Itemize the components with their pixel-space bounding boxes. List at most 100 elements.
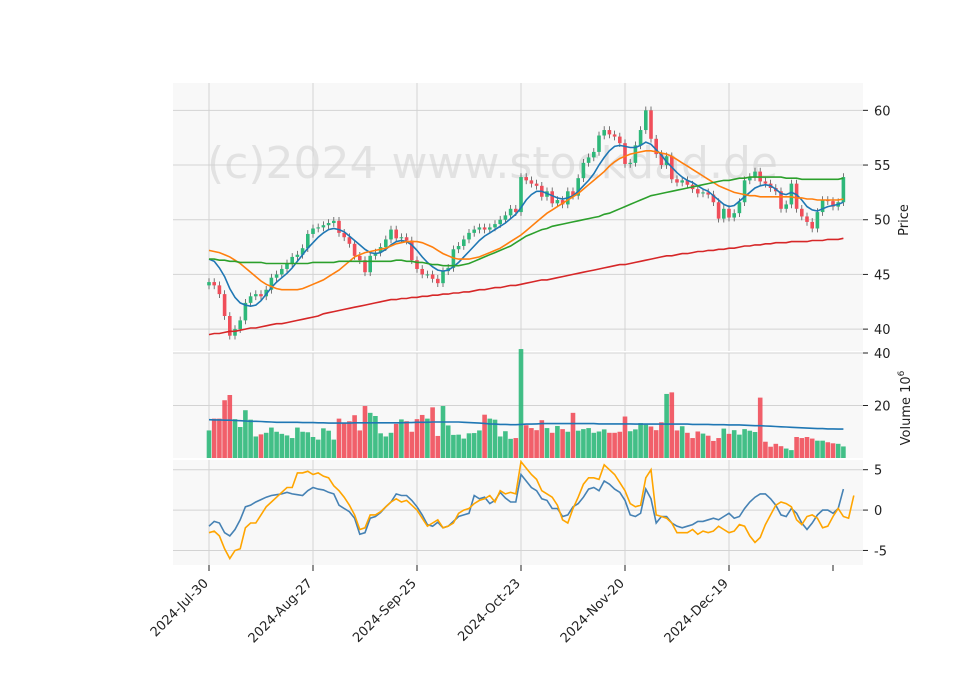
candle-body <box>841 177 846 203</box>
volume-bar <box>497 436 503 458</box>
candle-body <box>456 245 461 250</box>
volume-bar <box>253 436 259 458</box>
oscillator-y-tick-label: 0 <box>874 504 882 519</box>
candle-body <box>550 191 554 204</box>
volume-bar <box>539 420 545 458</box>
candle-body <box>618 136 622 144</box>
volume-bar <box>284 435 290 458</box>
volume-bar <box>482 414 487 458</box>
volume-bar <box>243 410 248 458</box>
volume-bar <box>435 435 441 458</box>
volume-bar <box>825 442 831 458</box>
candle-body <box>592 151 596 158</box>
candle-body <box>685 180 690 185</box>
volume-bar <box>352 415 357 458</box>
volume-bar <box>232 419 238 458</box>
volume-bar <box>804 437 810 458</box>
candle-body <box>389 229 393 240</box>
candle-body <box>326 223 331 226</box>
volume-bar <box>269 427 274 458</box>
volume-bar <box>721 428 727 458</box>
x-tick-label: 2024-Nov-20 <box>558 576 628 646</box>
candle-body <box>612 134 617 137</box>
candle-body <box>207 282 211 286</box>
candle-body <box>815 212 820 229</box>
candle-body <box>607 130 612 135</box>
volume-bar <box>222 400 227 458</box>
candle-body <box>358 255 362 261</box>
candle-body <box>274 274 279 278</box>
candle-body <box>732 213 736 218</box>
volume-bar <box>653 430 659 458</box>
volume-axis-title: Volume 106 <box>897 370 914 445</box>
volume-bar <box>601 429 607 458</box>
volume-bar <box>513 438 519 458</box>
price-y-tick-label: 55 <box>874 159 891 174</box>
volume-y-tick-label: 40 <box>874 347 891 362</box>
candle-body <box>649 110 653 139</box>
volume-bar <box>466 433 472 458</box>
volume-bar <box>737 434 742 458</box>
volume-bar <box>310 437 316 458</box>
volume-bar <box>638 423 643 458</box>
volume-bar <box>612 432 617 458</box>
candle-body <box>420 268 424 275</box>
oscillator-line-signal <box>208 459 855 561</box>
volume-bar <box>378 433 383 458</box>
candle-body <box>706 192 710 195</box>
candle-body <box>337 220 341 233</box>
oscillator-y-tick-label: 5 <box>874 464 882 479</box>
volume-bar <box>664 393 669 458</box>
volume-bar <box>560 429 565 458</box>
volume-bar <box>409 431 415 458</box>
volume-bar <box>362 406 368 458</box>
candle-body <box>290 256 294 264</box>
volume-bar <box>217 418 222 458</box>
candle-body <box>280 268 284 275</box>
volume-bar <box>643 424 649 458</box>
candle-body <box>399 237 404 239</box>
volume-bar <box>757 397 763 458</box>
volume-bar <box>596 431 602 458</box>
candle-body <box>722 208 726 219</box>
volume-bar <box>274 431 279 458</box>
candle-body <box>529 180 534 184</box>
volume-bar <box>778 446 784 458</box>
volume-bar <box>659 422 664 458</box>
volume-bar <box>794 437 799 458</box>
volume-bar <box>549 432 555 458</box>
volume-bar <box>373 416 378 458</box>
candle-body <box>436 278 440 284</box>
candle-body <box>576 178 580 196</box>
candle-body <box>711 194 716 203</box>
candle-body <box>560 200 565 205</box>
volume-bar <box>237 427 243 458</box>
candle-body <box>789 183 794 205</box>
candle-body <box>519 177 523 213</box>
candle-body <box>597 135 601 152</box>
candle-body <box>248 296 253 303</box>
volume-bar <box>487 418 493 458</box>
candle-body <box>493 224 497 228</box>
candle-body <box>659 154 664 166</box>
candle-body <box>524 177 528 181</box>
volume-bar <box>622 416 628 458</box>
volume-bar <box>523 425 529 458</box>
candle-body <box>477 227 482 230</box>
candle-body <box>462 239 466 246</box>
volume-bar <box>799 438 805 458</box>
candle-body <box>425 274 430 276</box>
volume-bar <box>518 349 524 458</box>
candle-body <box>555 200 560 204</box>
candle-body <box>654 138 658 155</box>
candle-body <box>285 263 289 269</box>
volume-bar <box>326 430 331 458</box>
candle-body <box>222 294 227 316</box>
candle-body <box>472 229 476 233</box>
volume-bar <box>690 438 695 458</box>
volume-bar <box>565 431 571 458</box>
volume-bar <box>773 443 779 458</box>
volume-bar <box>383 436 389 458</box>
price-y-tick-label: 60 <box>874 104 891 119</box>
candle-body <box>430 274 435 279</box>
